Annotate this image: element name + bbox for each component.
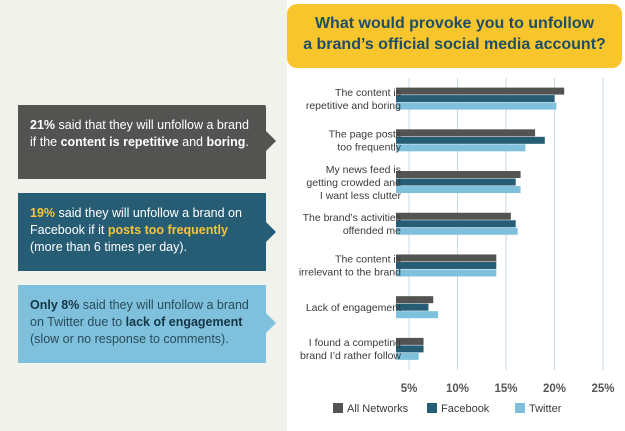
x-tick-label: 10% <box>446 383 469 395</box>
bar <box>396 311 439 319</box>
chart-title-line: a brand’s official social media account? <box>303 36 606 53</box>
category-label: brand I’d rather follow <box>300 350 401 362</box>
legend-label: Facebook <box>441 403 490 415</box>
bar <box>396 144 526 152</box>
callout-percent: 21% <box>30 118 56 132</box>
callout-highlight: posts too frequently <box>107 223 228 237</box>
bar <box>396 303 429 311</box>
callout-highlight: content is repetitive <box>60 135 179 149</box>
callout-text: (slow or no response to comments). <box>30 332 229 346</box>
callout-pointer <box>266 131 276 151</box>
chart-title: What would provoke you to unfollow a bra… <box>287 13 622 55</box>
category-label: too frequently <box>337 142 401 154</box>
chart-title-box <box>287 4 622 68</box>
bar <box>396 186 521 194</box>
bar <box>396 337 424 345</box>
bar <box>396 87 565 95</box>
category-label: The page posts <box>329 129 401 141</box>
bar <box>396 352 419 360</box>
callout-pointer <box>266 222 276 242</box>
x-tick-label: 20% <box>543 383 566 395</box>
x-tick-label: 5% <box>401 383 418 395</box>
callout-highlight: lack of engagement <box>125 315 243 329</box>
bar <box>396 129 536 137</box>
bar <box>396 261 497 269</box>
bar <box>396 212 511 220</box>
legend-swatch <box>427 403 437 413</box>
category-label: getting crowded and <box>306 177 401 189</box>
callout-percent: 19% <box>30 206 56 220</box>
callout-repetitive-content: 21% said that they will unfollow a brand… <box>18 105 266 179</box>
callout-highlight: boring <box>206 135 246 149</box>
bar <box>396 178 516 186</box>
category-label: Lack of engagement <box>306 302 401 314</box>
bar <box>396 220 516 228</box>
callout-text: said they will unfollow a brand on Faceb… <box>30 206 242 237</box>
bar <box>396 345 424 353</box>
category-label: offended me <box>343 225 401 237</box>
category-label: The content is <box>335 254 401 266</box>
bar <box>396 254 497 262</box>
x-tick-label: 15% <box>494 383 517 395</box>
legend-swatch <box>333 403 343 413</box>
chart-title-line: What would provoke you to unfollow <box>314 15 595 32</box>
bar <box>396 136 545 144</box>
callout-text: . <box>245 135 249 149</box>
bar <box>396 95 555 103</box>
callout-text: said that they will unfollow a brand if … <box>30 118 249 149</box>
callout-posts-frequency: 19% said they will unfollow a brand on F… <box>18 193 266 271</box>
callout-pointer <box>266 313 276 333</box>
callout-text: (more than 6 times per day). <box>30 240 188 254</box>
category-label: I want less clutter <box>320 190 402 202</box>
x-tick-label: 25% <box>591 383 614 395</box>
bar <box>396 171 521 179</box>
category-label: My news feed is <box>326 164 401 176</box>
bar <box>396 296 434 304</box>
category-label: irrelevant to the brand <box>299 267 401 279</box>
bar <box>396 227 518 235</box>
bar <box>396 102 557 110</box>
category-label: The content is <box>335 87 401 99</box>
category-label: The brand’s activities <box>303 212 401 224</box>
callout-text: and <box>178 135 207 149</box>
callout-text: said they will unfollow a brand on Twitt… <box>30 298 249 329</box>
callout-engagement: Only 8% said they will unfollow a brand … <box>18 285 266 363</box>
legend-label: All Networks <box>347 403 409 415</box>
legend-label: Twitter <box>529 403 562 415</box>
category-label: repetitive and boring <box>306 100 401 112</box>
callout-percent: Only 8% <box>30 298 80 312</box>
legend-swatch <box>515 403 525 413</box>
category-label: I found a competing <box>309 337 401 349</box>
bar <box>396 269 497 277</box>
